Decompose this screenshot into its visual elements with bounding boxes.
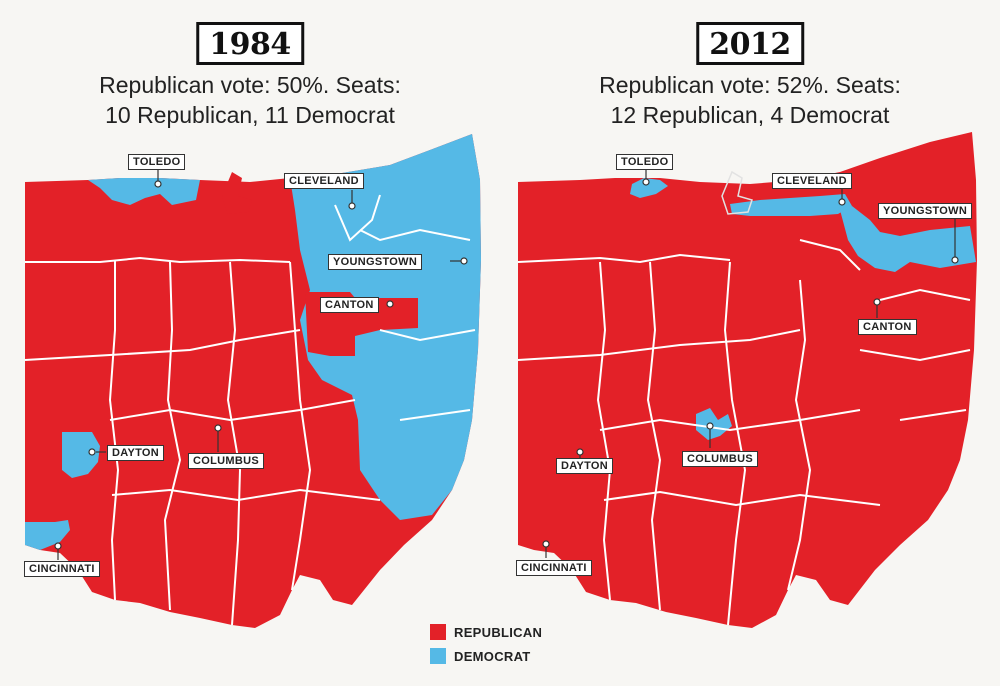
- legend-label: DEMOCRAT: [454, 648, 531, 664]
- district-toledo-2012: [630, 178, 668, 198]
- city-label-cincinnati: CINCINNATI: [24, 561, 100, 577]
- city-label-canton: CANTON: [320, 297, 379, 313]
- vote-subtitle: Republican vote: 52%. Seats: 12 Republic…: [500, 70, 1000, 130]
- district-boundaries-1984: [24, 194, 476, 626]
- district-columbus-2012: [696, 408, 732, 440]
- legend-item-republican: REPUBLICAN: [430, 624, 542, 640]
- district-boundaries-2012: [517, 239, 971, 626]
- subtitle-line-1: Republican vote: 52%. Seats:: [599, 72, 901, 98]
- city-markers-1984: [54, 170, 468, 560]
- subtitle-line-2: 10 Republican, 11 Democrat: [105, 102, 395, 128]
- legend-label: REPUBLICAN: [454, 624, 543, 640]
- map-panel-2012: 2012 Republican vote: 52%. Seats: 12 Rep…: [500, 0, 1000, 686]
- year-title: 2012: [696, 22, 804, 65]
- city-label-columbus: COLUMBUS: [188, 453, 264, 469]
- legend-item-democrat: DEMOCRAT: [430, 648, 542, 664]
- city-label-columbus: COLUMBUS: [682, 451, 758, 467]
- city-label-cleveland: CLEVELAND: [284, 173, 364, 189]
- legend-swatch-republican: [430, 624, 446, 640]
- city-label-dayton: DAYTON: [556, 458, 614, 474]
- city-label-youngstown: YOUNGSTOWN: [328, 254, 423, 270]
- legend: REPUBLICAN DEMOCRAT: [430, 624, 542, 672]
- district-youngstown-2012: [840, 206, 976, 272]
- city-markers-2012: [542, 170, 959, 558]
- city-label-youngstown: YOUNGSTOWN: [878, 203, 973, 219]
- district-cleveland-2012: [730, 194, 852, 216]
- ohio-map-2012: [517, 132, 977, 628]
- district-toledo-1984: [88, 178, 200, 205]
- district-dayton-1984: [62, 432, 100, 478]
- lake-erie-islands-2012: [721, 170, 753, 215]
- year-title: 1984: [196, 22, 304, 65]
- vote-subtitle: Republican vote: 50%. Seats: 10 Republic…: [0, 70, 500, 130]
- legend-swatch-democrat: [430, 648, 446, 664]
- lake-erie-islands-1984: [222, 172, 252, 214]
- city-label-cincinnati: CINCINNATI: [516, 560, 592, 576]
- city-label-dayton: DAYTON: [107, 445, 165, 461]
- city-label-toledo: TOLEDO: [616, 154, 674, 170]
- map-panel-1984: 1984 Republican vote: 50%. Seats: 10 Rep…: [0, 22, 500, 628]
- city-label-canton: CANTON: [858, 319, 917, 335]
- subtitle-line-2: 12 Republican, 4 Democrat: [610, 102, 890, 128]
- city-label-cleveland: CLEVELAND: [772, 173, 852, 189]
- subtitle-line-1: Republican vote: 50%. Seats:: [99, 72, 401, 98]
- city-label-toledo: TOLEDO: [128, 154, 186, 170]
